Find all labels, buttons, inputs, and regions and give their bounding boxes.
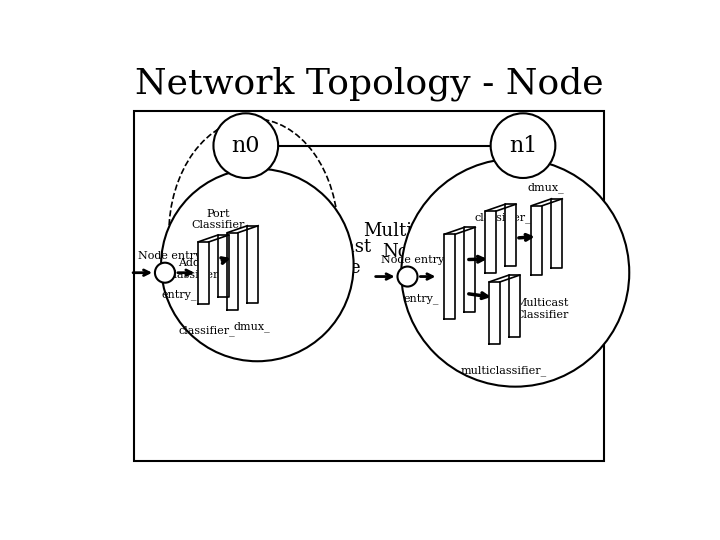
Circle shape	[155, 262, 175, 283]
Text: Node entry: Node entry	[138, 251, 202, 261]
Text: dmux_: dmux_	[528, 182, 564, 193]
Polygon shape	[198, 242, 209, 303]
Text: classifier_: classifier_	[474, 212, 531, 222]
Polygon shape	[444, 234, 455, 319]
Polygon shape	[228, 233, 238, 309]
Polygon shape	[464, 227, 475, 312]
Polygon shape	[531, 206, 542, 275]
Polygon shape	[248, 226, 258, 303]
Polygon shape	[505, 204, 516, 266]
Text: Network Topology - Node: Network Topology - Node	[135, 67, 603, 102]
Text: dmux_: dmux_	[233, 321, 270, 332]
Circle shape	[161, 168, 354, 361]
Polygon shape	[489, 282, 500, 343]
Text: Node entry: Node entry	[381, 255, 444, 265]
Text: entry_: entry_	[404, 294, 439, 304]
Circle shape	[213, 113, 278, 178]
Polygon shape	[552, 199, 562, 268]
Text: Multicast
Node: Multicast Node	[363, 222, 449, 261]
Circle shape	[401, 159, 629, 387]
Text: n0: n0	[232, 134, 260, 157]
Text: n1: n1	[509, 134, 537, 157]
Text: Addr
Classifier: Addr Classifier	[165, 258, 219, 280]
Text: multiclassifier_: multiclassifier_	[461, 365, 547, 376]
Text: Unicast
Node: Unicast Node	[302, 238, 372, 276]
Polygon shape	[485, 211, 496, 273]
Circle shape	[397, 267, 418, 287]
Text: Multicast
Classifier: Multicast Classifier	[516, 298, 569, 320]
Text: entry_: entry_	[161, 289, 197, 300]
Text: classifier_: classifier_	[179, 325, 235, 336]
Circle shape	[490, 113, 555, 178]
Text: Port
Classifier: Port Classifier	[192, 209, 245, 231]
Polygon shape	[509, 275, 520, 336]
Bar	[134, 111, 604, 461]
Polygon shape	[218, 235, 229, 296]
